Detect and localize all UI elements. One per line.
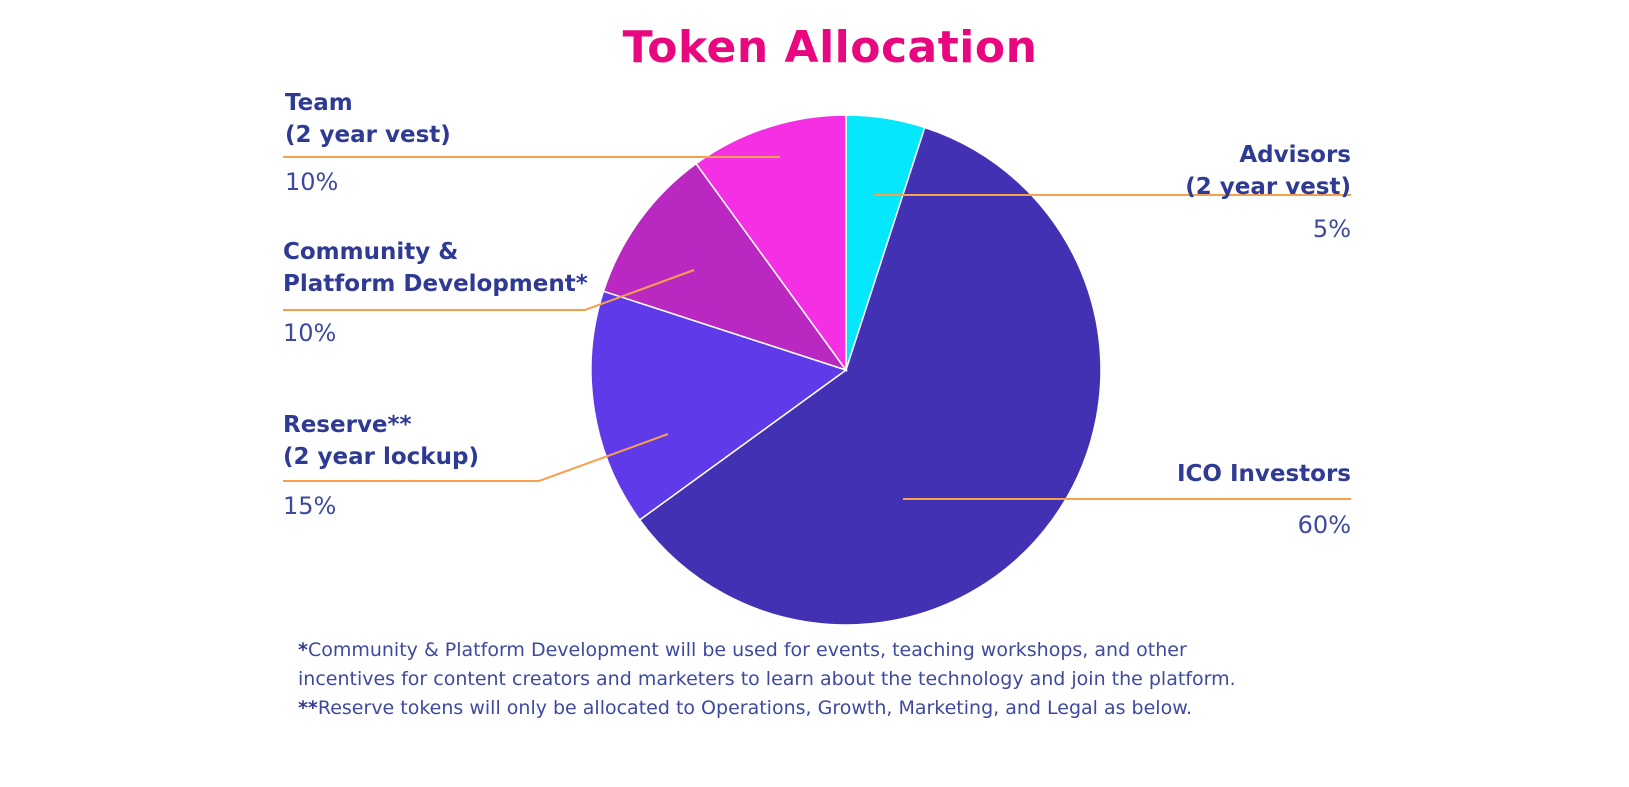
pie-slices xyxy=(590,114,1102,626)
slice-label-team: Team xyxy=(285,90,353,116)
footnote-line: *Community & Platform Development will b… xyxy=(298,639,1187,661)
slice-value-team: 10% xyxy=(285,168,338,196)
slice-label-community: Community & xyxy=(283,239,458,265)
footnote-text: Community & Platform Development will be… xyxy=(308,639,1187,661)
pie-slice-community xyxy=(602,162,848,372)
slice-value-community: 10% xyxy=(283,319,336,347)
footnote-line: **Reserve tokens will only be allocated … xyxy=(298,697,1192,719)
slice-label-ico: ICO Investors xyxy=(1177,461,1351,487)
footnotes: *Community & Platform Development will b… xyxy=(298,639,1236,719)
pie-slice-ico xyxy=(638,126,1102,626)
leader-lines xyxy=(283,156,1351,500)
slice-label-reserve: Reserve** xyxy=(283,412,412,438)
slice-label-community: Platform Development* xyxy=(283,271,588,297)
pie-slice-reserve xyxy=(590,290,848,521)
leader-line-reserve xyxy=(283,433,669,482)
slice-value-ico: 60% xyxy=(1298,511,1351,539)
footnote-mark: * xyxy=(298,639,308,661)
slice-label-team: (2 year vest) xyxy=(285,122,451,148)
slice-value-advisors: 5% xyxy=(1313,215,1351,243)
footnote-text: incentives for content creators and mark… xyxy=(298,668,1236,690)
leader-line-community xyxy=(283,269,695,311)
chart-title: Token Allocation xyxy=(623,22,1038,73)
slice-label-advisors: Advisors xyxy=(1239,142,1351,168)
slice-value-reserve: 15% xyxy=(283,492,336,520)
footnote-line: incentives for content creators and mark… xyxy=(298,668,1236,690)
slice-label-reserve: (2 year lockup) xyxy=(283,444,479,470)
slice-label-advisors: (2 year vest) xyxy=(1185,174,1351,200)
footnote-mark: ** xyxy=(298,697,318,719)
slice-labels: Advisors (2 year vest) 5% ICO Investors 60% R… xyxy=(283,90,1351,539)
footnote-text: Reserve tokens will only be allocated to… xyxy=(318,697,1192,719)
